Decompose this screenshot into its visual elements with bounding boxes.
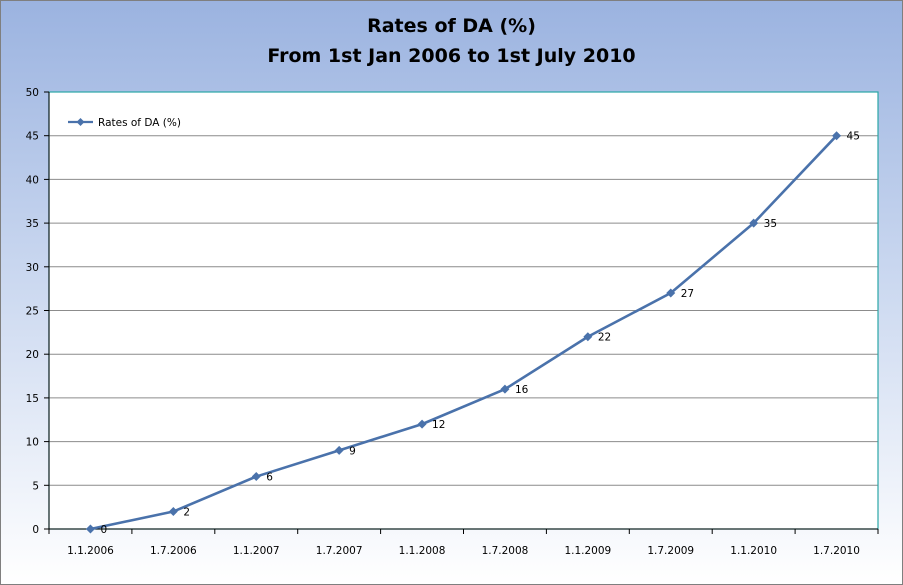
x-tick-label: 1.7.2008 [482, 545, 529, 557]
data-point [251, 472, 261, 482]
data-point [334, 445, 344, 455]
x-tick-label: 1.7.2007 [316, 545, 363, 557]
data-point [168, 507, 178, 517]
data-label: 16 [515, 384, 529, 396]
data-point [832, 131, 842, 141]
legend-marker [76, 118, 85, 126]
x-tick-label: 1.1.2009 [564, 545, 611, 557]
y-tick-label: 30 [26, 262, 39, 274]
y-tick-label: 10 [26, 437, 39, 449]
chart-subtitle: From 1st Jan 2006 to 1st July 2010 [267, 45, 636, 67]
y-tick-label: 15 [26, 393, 39, 405]
x-tick-label: 1.7.2010 [813, 545, 860, 557]
data-point [583, 332, 593, 342]
legend-label: Rates of DA (%) [98, 117, 181, 129]
y-tick-label: 5 [32, 480, 39, 492]
y-tick-label: 0 [32, 524, 39, 536]
x-tick-label: 1.1.2007 [233, 545, 280, 557]
data-label: 27 [681, 288, 694, 300]
x-tick-label: 1.1.2010 [730, 545, 777, 557]
data-point [417, 419, 427, 429]
x-tick-label: 1.7.2009 [647, 545, 694, 557]
y-tick-label: 35 [26, 218, 39, 230]
x-tick-label: 1.1.2006 [67, 545, 114, 557]
x-tick-label: 1.7.2006 [150, 545, 197, 557]
data-point [85, 524, 95, 534]
data-label: 45 [847, 131, 860, 143]
y-tick-label: 50 [26, 87, 39, 99]
data-label: 6 [266, 472, 273, 484]
data-label: 22 [598, 332, 611, 344]
data-point [666, 288, 676, 298]
data-label: 9 [349, 445, 356, 457]
y-tick-label: 20 [26, 349, 39, 361]
x-tick-label: 1.1.2008 [399, 545, 446, 557]
y-tick-label: 45 [26, 131, 39, 143]
y-tick-label: 25 [26, 306, 39, 318]
data-point [500, 384, 510, 394]
y-tick-label: 40 [26, 174, 39, 186]
data-point [749, 218, 759, 228]
data-label: 2 [183, 507, 190, 519]
data-label: 0 [100, 524, 107, 536]
data-label: 35 [764, 218, 777, 230]
data-label: 12 [432, 419, 445, 431]
chart-title: Rates of DA (%) [367, 15, 536, 37]
series-line [90, 134, 838, 531]
